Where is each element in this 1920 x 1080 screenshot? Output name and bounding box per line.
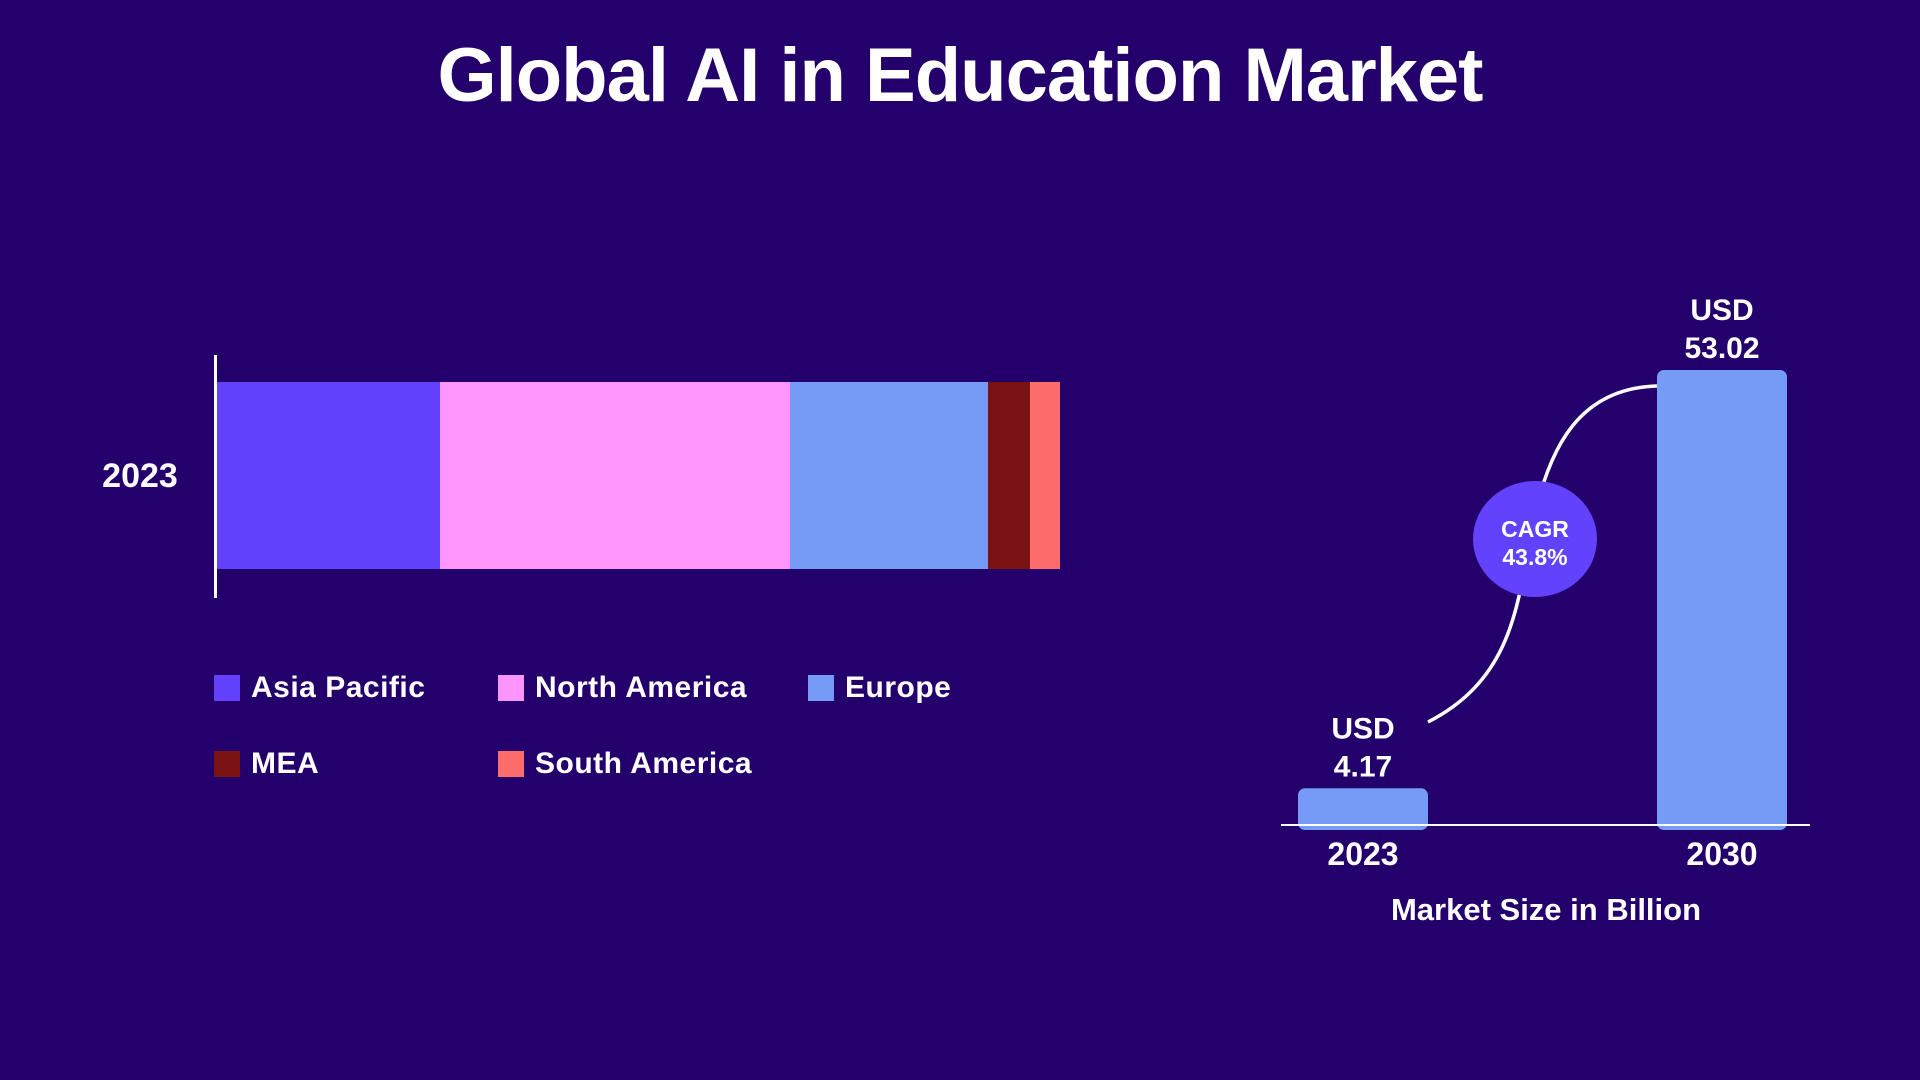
legend-item-asia-pacific: Asia Pacific [214, 668, 425, 708]
market-x-tick-label: 2023 [1327, 836, 1398, 872]
market-bar-2023 [1298, 788, 1428, 830]
legend-swatch [498, 675, 524, 701]
legend-label: Asia Pacific [251, 671, 426, 704]
market-bar-value-label: 53.02 [1684, 332, 1759, 365]
bar-segment-mea [988, 382, 1031, 569]
legend-label: Europe [845, 671, 952, 704]
bar-segment-north-america [440, 382, 791, 569]
market-x-tick-label: 2030 [1686, 836, 1757, 872]
cagr-label: 43.8% [1502, 544, 1567, 570]
stacked-bar [217, 382, 1060, 569]
legend-item-north-america: North America [498, 668, 747, 708]
cagr-label: CAGR [1501, 516, 1569, 542]
legend-label: South America [535, 747, 753, 780]
legend-item-europe: Europe [808, 668, 951, 708]
market-bar-value-label: USD [1331, 712, 1394, 745]
chart-title: Global AI in Education Market [437, 33, 1484, 118]
cagr-bubble [1473, 481, 1597, 597]
bar-segment-europe [790, 382, 989, 569]
stacked-bar-category-label: 2023 [102, 457, 178, 495]
legend-swatch [214, 751, 240, 777]
bar-segment-south-america [1030, 382, 1060, 569]
legend-item-mea: MEA [214, 744, 319, 784]
legend-label: North America [535, 671, 748, 704]
market-x-axis-title: Market Size in Billion [1391, 892, 1701, 927]
legend-swatch [808, 675, 834, 701]
market-bar-value-label: 4.17 [1334, 750, 1392, 783]
legend-label: MEA [251, 747, 320, 780]
market-bar-2030 [1657, 370, 1787, 830]
legend-swatch [214, 675, 240, 701]
stacked-bar-axis-line [214, 355, 217, 598]
bar-segment-asia-pacific [217, 382, 441, 569]
legend-swatch [498, 751, 524, 777]
legend-item-south-america: South America [498, 744, 752, 784]
market-bar-value-label: USD [1690, 294, 1753, 327]
